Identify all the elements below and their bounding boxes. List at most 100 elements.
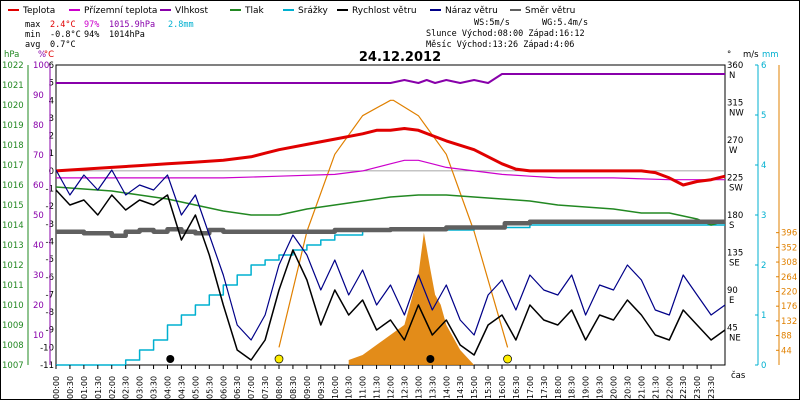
hpa-tick-label: 1009: [2, 321, 24, 331]
time-tick-label: 15:30: [484, 376, 493, 399]
hpa-tick-label: 1011: [2, 281, 24, 291]
ms-tick-label: 5: [761, 111, 766, 121]
time-tick-label: 22:00: [665, 376, 674, 399]
temp-tick-label: 4: [49, 96, 54, 106]
mm-axis-label: mm: [762, 50, 779, 60]
ms-tick-label: 1: [761, 311, 766, 321]
hpa-tick-label: 1016: [2, 181, 24, 191]
hum-tick-label: 100: [33, 61, 49, 71]
solar-tick-label: 308: [781, 258, 797, 268]
time-tick-label: 20:30: [623, 376, 632, 399]
stats-avg-label: avg: [25, 40, 40, 50]
hpa-tick-label: 1019: [2, 121, 24, 131]
stats-max-temp: 2.4°C: [50, 20, 76, 30]
series-wind-speed: [55, 189, 726, 361]
info-block: WS:5m/s WG:5.4m/s Slunce Východ:08:00 Zá…: [426, 18, 588, 50]
time-tick-label: 05:00: [191, 376, 200, 399]
time-tick-label: 14:30: [456, 376, 465, 399]
legend-label-gust: Náraz větru: [445, 6, 498, 16]
hpa-tick-label: 1008: [2, 341, 24, 351]
time-tick-label: 13:30: [428, 376, 437, 399]
time-tick-label: 11:00: [359, 376, 368, 399]
stats-min-press: 1014hPa: [109, 30, 145, 40]
time-tick-label: 21:00: [637, 376, 646, 399]
temp-tick-label: 0: [49, 167, 54, 177]
hpa-tick-label: 1018: [2, 141, 24, 151]
time-tick-label: 12:00: [387, 376, 396, 399]
time-tick-label: 14:00: [442, 376, 451, 399]
solar-tick-label: 88: [781, 332, 792, 342]
chart-title: 24.12.2012: [359, 50, 441, 65]
hum-tick-label: 40: [33, 241, 44, 251]
deg-tick-label: 90: [727, 286, 738, 296]
stats-avg-temp: 0.7°C: [50, 40, 76, 50]
stats-block: max 2.4°C 97% 1015.9hPa 2.8mm min -0.8°C…: [25, 20, 194, 50]
time-tick-label: 18:30: [568, 376, 577, 399]
solar-tick-label: 396: [781, 229, 797, 239]
ms-tick-label: 6: [761, 61, 766, 71]
dir-tick-label: SE: [729, 259, 740, 269]
time-tick-label: 09:00: [303, 376, 312, 399]
time-tick-label: 13:00: [414, 376, 423, 399]
moonrise-marker: [426, 355, 435, 363]
time-tick-label: 18:00: [554, 376, 563, 399]
hpa-tick-label: 1007: [2, 361, 24, 371]
sunrise-marker: [274, 354, 284, 364]
time-tick-label: 06:00: [219, 376, 228, 399]
time-tick-label: 08:00: [275, 376, 284, 399]
stats-min-hum: 94%: [84, 30, 99, 40]
time-tick-label: 10:30: [345, 376, 354, 399]
hum-tick-label: 50: [33, 211, 44, 221]
stats-max-press: 1015.9hPa: [109, 20, 155, 30]
stats-min-label: min: [25, 30, 40, 40]
dir-tick-label: W: [729, 146, 738, 156]
series-feels-like: [56, 159, 725, 181]
time-tick-label: 22:30: [679, 376, 688, 399]
time-tick-label: 23:30: [707, 376, 716, 399]
deg-tick-label: 180: [727, 211, 743, 221]
time-tick-label: 11:30: [373, 376, 382, 399]
stats-max-rain: 2.8mm: [168, 20, 194, 30]
hpa-tick-label: 1013: [2, 241, 24, 251]
time-tick-label: 02:00: [108, 376, 117, 399]
deg-tick-label: 315: [727, 99, 743, 109]
series-solar-area: [348, 232, 475, 365]
hum-tick-label: 30: [33, 271, 44, 281]
hum-tick-label: 70: [33, 151, 44, 161]
hpa-axis-label: hPa: [4, 50, 19, 60]
time-axis: 00:00 00:30 01:00 01:30 02:00 02:30 03:00 03:30…: [52, 365, 746, 399]
hpa-tick-label: 1022: [2, 61, 24, 71]
info-wg: WG:5.4m/s: [542, 18, 588, 28]
hpa-tick-label: 1020: [2, 101, 24, 111]
time-tick-label: 02:30: [122, 376, 131, 399]
hpa-tick-label: 1021: [2, 81, 24, 91]
sunset-marker: [503, 354, 512, 364]
time-tick-label: 17:30: [540, 376, 549, 399]
solar-tick-label: 176: [781, 302, 797, 312]
hum-tick-label: 90: [33, 91, 44, 101]
time-tick-label: 12:30: [400, 376, 409, 399]
axes: 1022102110201019101810171016101510141013…: [2, 50, 797, 371]
deg-tick-label: 360: [727, 61, 743, 71]
time-tick-label: 23:00: [693, 376, 702, 399]
time-tick-label: 10:00: [331, 376, 340, 399]
ms-tick-label: 3: [761, 211, 766, 221]
legend-label-feels_like: Přízemní teplota: [84, 6, 157, 16]
dir-tick-label: NW: [729, 109, 744, 119]
ms-axis-label: m/s: [743, 50, 759, 60]
legend: Teplota Přízemní teplota Vlhkost Tlak Srážky…: [8, 6, 575, 16]
stats-min-temp: -0.8°C: [50, 30, 81, 40]
deg-tick-label: 135: [727, 249, 743, 259]
legend-label-wind_dir: Směr větru: [525, 6, 575, 16]
series-humidity: [56, 73, 725, 84]
solar-tick-label: 44: [781, 346, 792, 356]
dir-tick-label: E: [729, 296, 734, 306]
hum-tick-label: 20: [33, 301, 44, 311]
series-pressure: [55, 186, 726, 226]
deg-axis-label: °: [727, 50, 731, 60]
solar-tick-label: 220: [781, 287, 797, 297]
temp-tick-label: 3: [49, 114, 54, 124]
temp-tick-label: 5: [49, 79, 54, 89]
time-tick-label: 04:30: [177, 376, 186, 399]
